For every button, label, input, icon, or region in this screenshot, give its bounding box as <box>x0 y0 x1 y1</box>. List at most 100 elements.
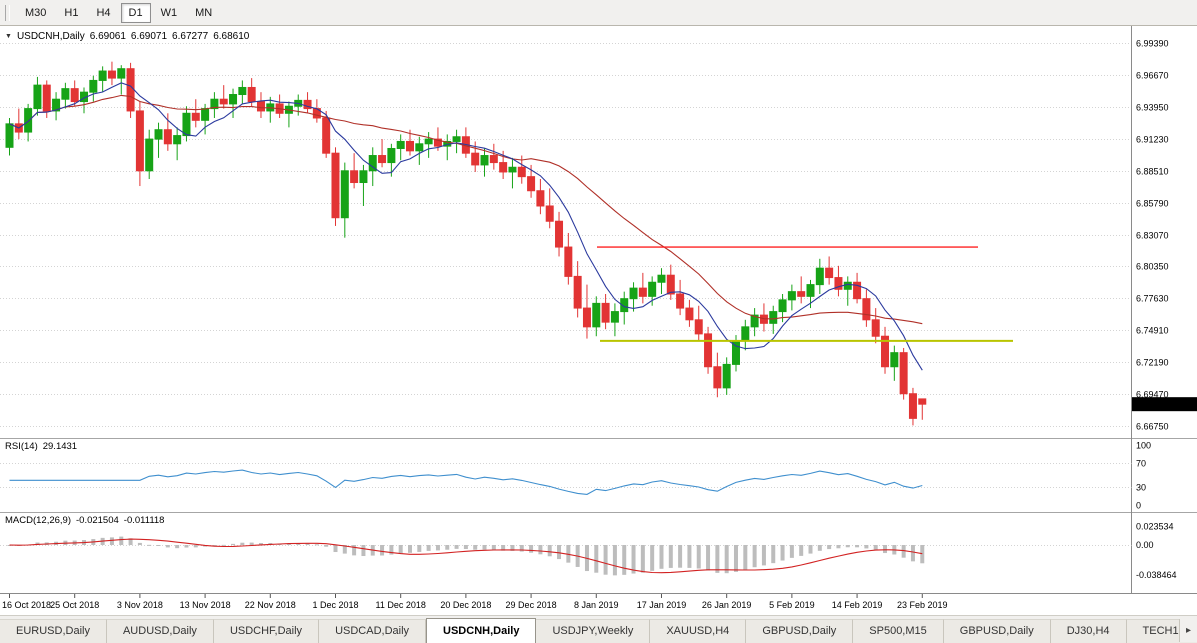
macd-bar <box>221 544 226 546</box>
macd-bar <box>380 545 385 556</box>
macd-bar <box>883 545 888 554</box>
macd-bar <box>445 545 450 550</box>
tab-usdcnh-daily[interactable]: USDCNH,Daily <box>426 618 537 643</box>
candle-body <box>126 68 135 112</box>
tab-dj30-h4[interactable]: DJ30,H4 <box>1050 619 1127 643</box>
collapse-chart-icon[interactable]: ▼ <box>5 33 12 40</box>
candle-body <box>135 110 144 172</box>
tab-usdjpy-weekly[interactable]: USDJPY,Weekly <box>536 619 651 643</box>
price-chart[interactable]: 6.99390 6.96670 6.93950 6.91230 6.88510 6.857… <box>0 26 1197 438</box>
macd-bar <box>789 545 794 558</box>
svg-text:6.85790: 6.85790 <box>1136 199 1169 209</box>
candle-body <box>191 112 200 121</box>
candle-body <box>527 176 536 192</box>
candle-body <box>52 98 61 112</box>
macd-bar <box>417 545 422 552</box>
toolbar-grip[interactable] <box>5 4 10 21</box>
tab-gbpusd-daily[interactable]: GBPUSD,Daily <box>943 619 1051 643</box>
svg-text:13 Nov 2018: 13 Nov 2018 <box>180 600 231 610</box>
tab-eurusd-daily[interactable]: EURUSD,Daily <box>0 619 107 643</box>
candle-body <box>350 170 359 184</box>
macd-bar <box>845 545 850 548</box>
macd-bar <box>389 545 394 555</box>
candle-body <box>853 281 862 300</box>
macd-bar <box>109 537 114 545</box>
candle-body <box>685 307 694 321</box>
macd-bar <box>547 545 552 557</box>
macd-bar <box>426 545 431 551</box>
tab-usdchf-daily[interactable]: USDCHF,Daily <box>213 619 320 643</box>
macd-bar <box>249 542 254 545</box>
macd-bar <box>119 536 124 545</box>
macd-bar <box>799 545 804 556</box>
candle-body <box>881 335 890 368</box>
timeframe-button-mn[interactable]: MN <box>195 6 213 19</box>
macd-bar <box>603 545 608 575</box>
macd-bar <box>733 545 738 572</box>
candle-body <box>750 314 759 328</box>
candle-body <box>42 84 51 112</box>
svg-text:8 Jan 2019: 8 Jan 2019 <box>574 600 619 610</box>
macd-bar <box>165 545 170 548</box>
candle-body <box>778 299 787 313</box>
candle-body <box>815 267 824 286</box>
timeframe-button-m30[interactable]: M30 <box>25 6 47 19</box>
timeframe-button-h4[interactable]: H4 <box>96 6 111 19</box>
svg-text:6.74910: 6.74910 <box>1136 326 1169 336</box>
candle-body <box>890 352 899 368</box>
macd-bar <box>529 545 534 553</box>
candle-body <box>154 129 163 140</box>
tab-usdcad-daily[interactable]: USDCAD,Daily <box>319 619 427 643</box>
date-axis[interactable]: 16 Oct 2018 25 Oct 2018 3 Nov 2018 13 Nov 2… <box>0 593 1197 615</box>
macd-bar <box>193 545 198 548</box>
timeframe-button-d1[interactable]: D1 <box>120 2 151 23</box>
rsi-panel[interactable]: 100 70 30 0 <box>0 438 1197 512</box>
candle-body <box>610 311 619 323</box>
tab-xauusd-h4[interactable]: XAUUSD,H4 <box>650 619 747 643</box>
tab-sp500-m15[interactable]: SP500,M15 <box>853 619 944 643</box>
candle-body <box>201 108 210 121</box>
candle-body <box>368 155 377 172</box>
macd-panel[interactable]: 0.023534 0.00 -0.038464 <box>0 512 1197 593</box>
chart-area[interactable]: 6.99390 6.96670 6.93950 6.91230 6.88510 6.857… <box>0 26 1197 615</box>
candle-body <box>908 393 917 419</box>
svg-text:100: 100 <box>1136 441 1151 451</box>
timeframe-button-w1[interactable]: W1 <box>160 6 178 19</box>
candle-body <box>601 302 610 323</box>
tab-audusd-daily[interactable]: AUDUSD,Daily <box>106 619 214 643</box>
macd-bar <box>231 543 236 545</box>
candle-body <box>340 170 349 219</box>
svg-text:-0.038464: -0.038464 <box>1136 570 1177 580</box>
macd-bar <box>715 545 720 573</box>
macd-bar <box>240 542 245 545</box>
macd-bar <box>836 545 841 549</box>
candle-body <box>582 307 591 328</box>
tab-gbpusd-daily[interactable]: GBPUSD,Daily <box>746 619 854 643</box>
svg-text:0.00: 0.00 <box>1136 540 1154 550</box>
tab-scroll-right-button[interactable]: ▸ <box>1179 619 1197 642</box>
macd-bar <box>435 545 440 551</box>
svg-text:6.96670: 6.96670 <box>1136 71 1169 81</box>
candle-body <box>545 205 554 222</box>
macd-bar <box>361 545 366 557</box>
candle-body <box>256 101 265 112</box>
candle-body <box>424 138 433 145</box>
macd-bar <box>333 545 338 553</box>
candle-body <box>378 155 387 164</box>
macd-bar <box>501 545 506 551</box>
ma-fast-line <box>9 82 923 371</box>
candle-body <box>862 298 871 321</box>
macd-bar <box>510 545 515 551</box>
macd-bar <box>780 545 785 561</box>
candle-body <box>573 275 582 309</box>
candle-body <box>98 70 107 81</box>
candle-body <box>508 166 517 173</box>
timeframe-button-h1[interactable]: H1 <box>64 6 79 19</box>
candle-body <box>210 98 219 110</box>
svg-text:16 Oct 2018: 16 Oct 2018 <box>2 600 51 610</box>
macd-bar <box>650 545 655 571</box>
macd-bar <box>342 545 347 554</box>
svg-text:6.83070: 6.83070 <box>1136 231 1169 241</box>
candle-body <box>499 162 508 173</box>
candle-body <box>666 274 675 295</box>
